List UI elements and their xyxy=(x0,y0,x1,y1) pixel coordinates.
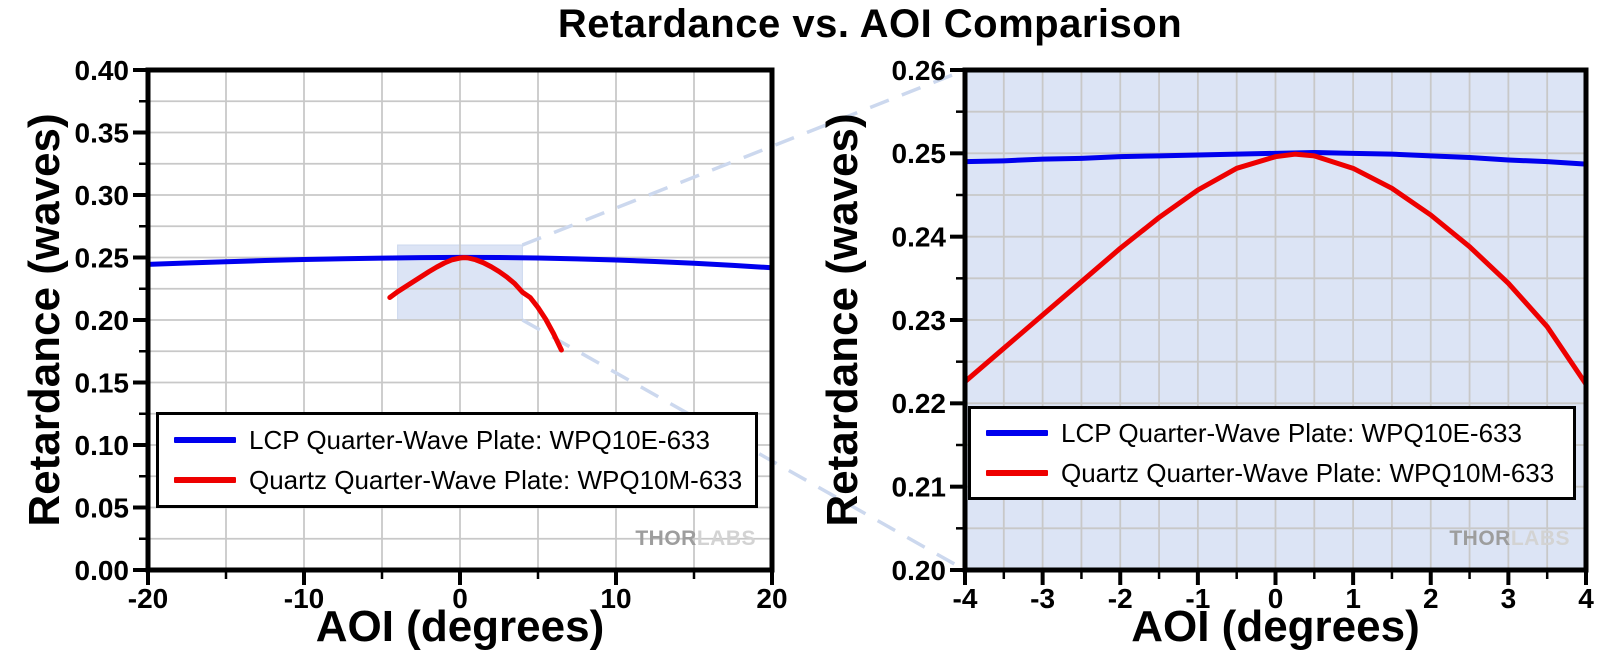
y-tick-label: 0.23 xyxy=(892,305,947,336)
lcp-line-sample xyxy=(174,437,236,443)
left-y-axis-label: Retardance (waves) xyxy=(20,113,69,527)
zoom-plot-tick-labels: -4 -3 -2 -1 0 1 2 3 4 0.20 0.21 0.22 0.23 0.24 0.25 0.2… xyxy=(892,55,1595,614)
legend-item-quartz: Quartz Quarter-Wave Plate: WPQ10M-633 xyxy=(159,465,755,496)
y-tick-label: 0.20 xyxy=(75,305,130,336)
chart-title: Retardance vs. AOI Comparison xyxy=(557,2,1183,46)
zoom-plot-curve-quartz xyxy=(962,151,1589,387)
x-tick-label: 0 xyxy=(1268,583,1284,614)
y-tick-label: 0.40 xyxy=(75,55,130,86)
y-tick-label: 0.21 xyxy=(892,471,947,502)
x-tick-label: -4 xyxy=(953,583,978,614)
overview-plot-tick-labels: -20 -10 0 10 20 0.00 0.05 0.10 0.15 0.20 0.25 0.30 0… xyxy=(75,55,788,614)
right-x-axis-label: AOI (degrees) xyxy=(1131,602,1420,651)
y-tick-label: 0.22 xyxy=(892,388,947,419)
right-y-axis-label: Retardance (waves) xyxy=(818,113,867,527)
legend-item-lcp: LCP Quarter-Wave Plate: WPQ10E-633 xyxy=(971,418,1573,449)
x-tick-label: -3 xyxy=(1030,583,1055,614)
zoom-plot-ticks xyxy=(950,68,1588,585)
legend-left: LCP Quarter-Wave Plate: WPQ10E-633 Quart… xyxy=(156,412,758,508)
x-tick-label: -2 xyxy=(1108,583,1133,614)
x-tick-label: 4 xyxy=(1578,583,1594,614)
legend-label-quartz: Quartz Quarter-Wave Plate: WPQ10M-633 xyxy=(1061,457,1555,488)
zoom-connector-top xyxy=(521,68,966,247)
quartz-line-sample xyxy=(174,477,236,483)
legend-item-lcp: LCP Quarter-Wave Plate: WPQ10E-633 xyxy=(159,425,755,456)
y-tick-label: 0.00 xyxy=(75,555,130,586)
x-tick-label: 1 xyxy=(1345,583,1361,614)
watermark-labs-text: LABS xyxy=(696,527,756,550)
y-tick-label: 0.35 xyxy=(75,117,130,148)
x-tick-label: -1 xyxy=(1185,583,1210,614)
x-tick-label: 20 xyxy=(756,583,787,614)
y-tick-label: 0.25 xyxy=(892,138,947,169)
legend-item-quartz: Quartz Quarter-Wave Plate: WPQ10M-633 xyxy=(971,458,1573,489)
x-tick-label: 2 xyxy=(1423,583,1439,614)
lcp-line-sample xyxy=(986,430,1048,436)
overview-plot-curve-quartz xyxy=(387,255,564,353)
legend-label-lcp: LCP Quarter-Wave Plate: WPQ10E-633 xyxy=(1061,417,1522,448)
y-tick-label: 0.20 xyxy=(892,555,947,586)
thorlabs-watermark: THORLABS xyxy=(634,527,756,551)
y-tick-label: 0.30 xyxy=(75,180,130,211)
watermark-thor-text: THOR xyxy=(635,527,697,550)
x-tick-label: -20 xyxy=(128,583,168,614)
y-tick-label: 0.10 xyxy=(75,430,130,461)
left-x-axis-label: AOI (degrees) xyxy=(315,602,605,651)
x-tick-label: 0 xyxy=(452,583,468,614)
x-tick-label: -10 xyxy=(284,583,324,614)
y-tick-label: 0.24 xyxy=(892,221,947,252)
y-tick-label: 0.15 xyxy=(75,367,130,398)
zoom-plot-curve-lcp xyxy=(962,150,1589,167)
watermark-thor-text: THOR xyxy=(1449,527,1511,550)
overview-plot-ticks xyxy=(133,68,774,585)
watermark-labs-text: LABS xyxy=(1510,527,1570,550)
y-tick-label: 0.26 xyxy=(892,55,947,86)
x-tick-label: 3 xyxy=(1501,583,1517,614)
y-tick-label: 0.05 xyxy=(75,492,130,523)
legend-label-quartz: Quartz Quarter-Wave Plate: WPQ10M-633 xyxy=(249,464,743,495)
legend-right: LCP Quarter-Wave Plate: WPQ10E-633 Quart… xyxy=(968,406,1576,500)
thorlabs-watermark: THORLABS xyxy=(1448,527,1570,551)
y-tick-label: 0.25 xyxy=(75,242,130,273)
quartz-line-sample xyxy=(986,470,1048,476)
x-tick-label: 10 xyxy=(600,583,631,614)
legend-label-lcp: LCP Quarter-Wave Plate: WPQ10E-633 xyxy=(249,424,710,455)
